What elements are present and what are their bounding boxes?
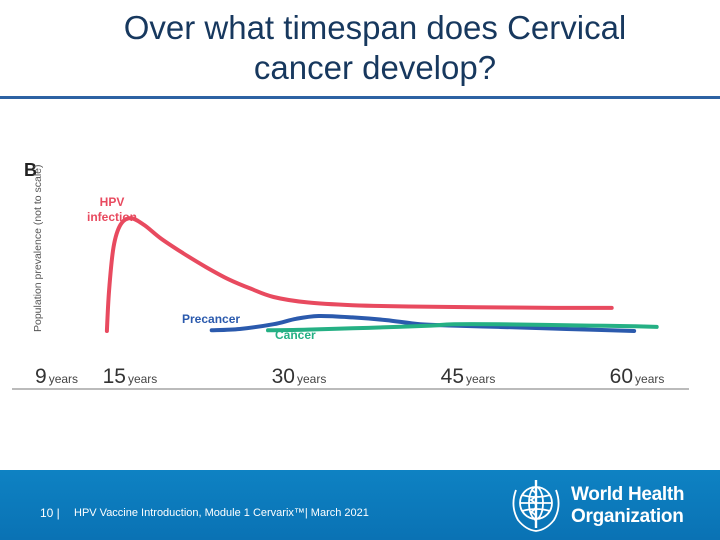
footer-caption: HPV Vaccine Introduction, Module 1 Cerva… [74, 507, 369, 519]
y-axis-label: Population prevalence (not to scale) [32, 164, 44, 332]
x-tick-labels: 9 years 15 years 30 years 45 years 60 years [35, 365, 664, 388]
title-divider [0, 96, 720, 99]
series-line-precancer [209, 313, 637, 333]
x-tick-30: 30 years [272, 365, 327, 388]
panel-label: B [24, 160, 37, 180]
slide-title-line-2: cancer develop? [253, 49, 497, 86]
prevalence-chart: B Population prevalence (not to scale) H… [12, 160, 689, 390]
slide-title-line-1: Over what timespan does Cervical [123, 9, 627, 46]
page-number: 10 | [40, 506, 60, 520]
series-labels: HPV infection Precancer Cancer [87, 195, 316, 342]
x-tick-9: 9 years [35, 365, 78, 388]
x-tick-15: 15 years [103, 365, 158, 388]
series-line-cancer [266, 322, 659, 333]
slide-title: Over what timespan does Cervical cancer … [20, 8, 720, 88]
x-tick-60: 60 years [610, 365, 665, 388]
who-emblem-icon [512, 480, 560, 532]
series-label-hpv-infection: HPV infection [87, 195, 137, 224]
series-label-precancer: Precancer [182, 312, 240, 326]
series-layer [104, 216, 659, 333]
footer-bar [0, 470, 720, 540]
series-line-hpv-infection [104, 216, 614, 333]
who-logo-text: World Health Organization [571, 484, 685, 528]
who-name-line-1: World Health [571, 484, 685, 505]
series-label-cancer: Cancer [275, 328, 316, 342]
who-name-line-2: Organization [571, 506, 684, 527]
x-tick-45: 45 years [441, 365, 496, 388]
